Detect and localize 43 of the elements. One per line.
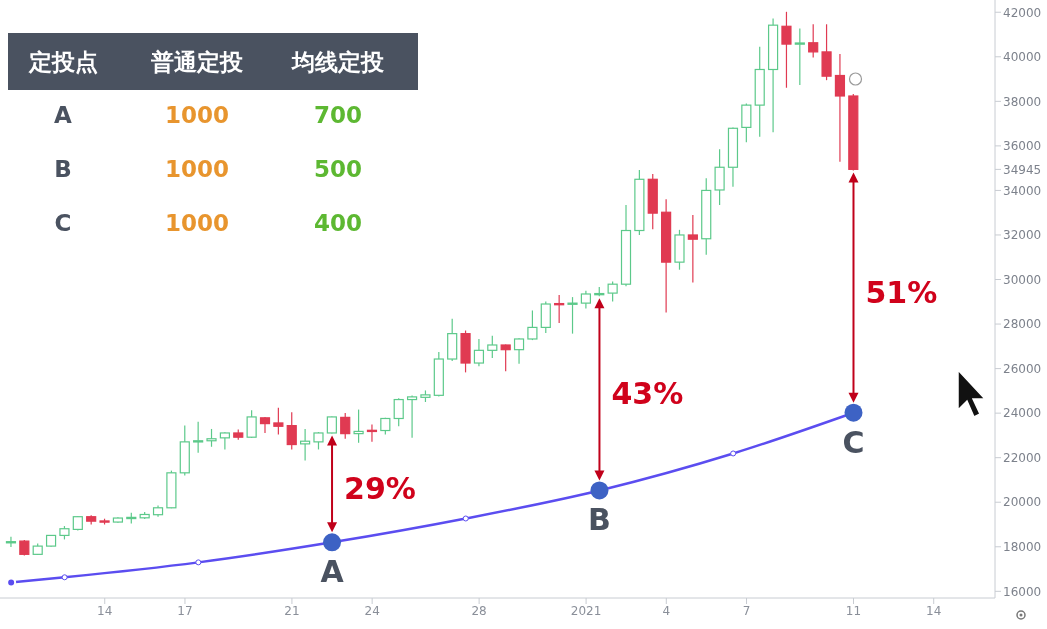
- y-tick-label: 22000: [1003, 450, 1042, 465]
- y-tick-label: 36000: [1003, 139, 1042, 154]
- data-label: 1000: [164, 156, 230, 182]
- text: 均线定投: [290, 48, 385, 77]
- y-tick-label: 40000: [1003, 50, 1042, 65]
- x-tick-label: 7: [742, 603, 751, 618]
- y-tick-label: 24000: [1003, 406, 1042, 421]
- data-label: B: [588, 502, 611, 538]
- category-label: C: [53, 210, 73, 236]
- category-label: B: [53, 156, 73, 182]
- y-tick-label: 32000: [1003, 228, 1042, 243]
- x-tick-label: 21: [284, 603, 300, 618]
- y-tick-label: 16000: [1003, 584, 1042, 599]
- data-label: 500: [313, 156, 363, 182]
- annotation: 51%: [865, 274, 938, 310]
- text: 定投点: [27, 48, 99, 77]
- annotation: 29%: [344, 470, 416, 506]
- x-tick-label: 24: [364, 603, 380, 618]
- x-tick-label: 4: [662, 603, 671, 618]
- category-label: A: [53, 102, 73, 128]
- data-label: 1000: [164, 210, 230, 236]
- data-label: 700: [313, 102, 363, 128]
- data-label: C: [842, 424, 865, 460]
- y-tick-label: 18000: [1003, 540, 1042, 555]
- y-tick-label: 30000: [1003, 272, 1042, 287]
- y-tick-label: 34945: [1003, 162, 1042, 177]
- x-tick-label: 14: [926, 603, 942, 618]
- data-label: 400: [313, 210, 363, 236]
- x-tick-label: 17: [177, 603, 193, 618]
- x-tick-label: 28: [471, 603, 487, 618]
- text: 普通定投: [150, 48, 244, 77]
- x-tick-label: 14: [97, 603, 113, 618]
- data-label: 1000: [164, 102, 230, 128]
- data-label: A: [320, 554, 345, 590]
- y-tick-label: 28000: [1003, 317, 1042, 332]
- y-tick-label: 26000: [1003, 361, 1042, 376]
- y-tick-label: 42000: [1003, 5, 1042, 20]
- annotation: 43%: [611, 376, 684, 412]
- y-tick-label: 34000: [1003, 183, 1042, 198]
- x-tick-label: 11: [845, 603, 862, 618]
- y-tick-label: 38000: [1003, 94, 1042, 109]
- x-tick-label: 2021: [570, 603, 602, 618]
- y-tick-label: 20000: [1003, 495, 1042, 510]
